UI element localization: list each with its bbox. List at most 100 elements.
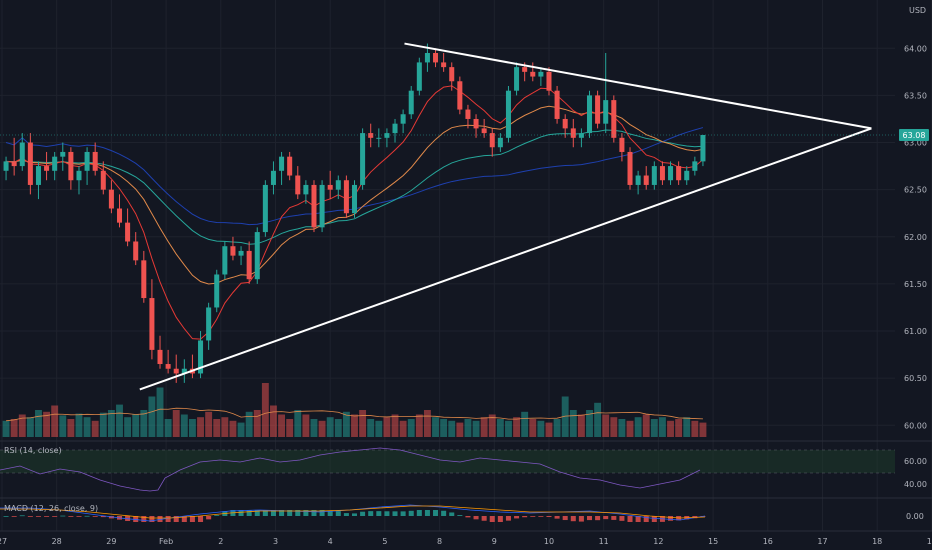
candle[interactable] — [52, 151, 58, 181]
candle[interactable] — [562, 114, 568, 138]
candle[interactable] — [643, 166, 649, 190]
candle[interactable] — [335, 175, 341, 200]
candle[interactable] — [246, 241, 252, 284]
candle[interactable] — [376, 128, 382, 148]
candle[interactable] — [676, 161, 682, 185]
trendline-upper[interactable] — [404, 42, 872, 130]
candle[interactable] — [392, 118, 398, 143]
candle[interactable] — [684, 166, 690, 185]
volume-bar — [351, 414, 358, 437]
candle[interactable] — [489, 128, 495, 157]
candle[interactable] — [214, 269, 220, 313]
candle[interactable] — [303, 180, 309, 204]
volume-bar — [699, 422, 707, 437]
candle[interactable] — [149, 279, 155, 360]
candle[interactable] — [595, 90, 601, 129]
candle[interactable] — [360, 128, 366, 190]
candle[interactable] — [125, 208, 131, 247]
candle[interactable] — [514, 62, 520, 96]
candle[interactable] — [165, 349, 171, 374]
candle[interactable] — [400, 109, 406, 134]
candle[interactable] — [319, 180, 325, 233]
candle[interactable] — [538, 67, 544, 86]
candle[interactable] — [473, 114, 479, 138]
candle[interactable] — [222, 241, 228, 280]
candle[interactable] — [68, 147, 74, 190]
macd-bar — [424, 510, 430, 516]
candle[interactable] — [157, 335, 163, 369]
candle[interactable] — [449, 62, 455, 91]
candle[interactable] — [668, 161, 674, 185]
candle[interactable] — [100, 161, 106, 195]
candle[interactable] — [287, 151, 293, 181]
candle[interactable] — [92, 142, 98, 176]
candle[interactable] — [279, 151, 285, 185]
candle[interactable] — [116, 194, 123, 228]
candle[interactable] — [505, 85, 511, 143]
candle[interactable] — [651, 161, 657, 190]
volume-bar — [334, 419, 342, 437]
rsi-label: RSI (14, close) — [4, 446, 62, 455]
candle[interactable] — [692, 156, 698, 176]
time-tick-label: 17 — [817, 537, 827, 546]
candle[interactable] — [84, 147, 90, 185]
candle[interactable] — [530, 62, 536, 82]
candle[interactable] — [173, 354, 179, 383]
candle[interactable] — [44, 151, 50, 181]
candlesticks[interactable] — [3, 43, 706, 383]
candle[interactable] — [327, 170, 333, 200]
candle[interactable] — [295, 166, 301, 200]
candle[interactable] — [497, 133, 503, 152]
candle[interactable] — [230, 236, 236, 261]
candle[interactable] — [3, 156, 9, 181]
time-axis[interactable]: 27 28 29 Feb 2 3 4 5 8 9 10 11 12 15 16 17 18 19 — [0, 537, 932, 546]
candle[interactable] — [627, 147, 633, 190]
candle[interactable] — [603, 52, 609, 134]
candle[interactable] — [578, 128, 584, 148]
candle[interactable] — [408, 85, 414, 119]
candle[interactable] — [619, 133, 625, 162]
volume-bar — [18, 414, 26, 437]
candle[interactable] — [11, 137, 17, 176]
candle[interactable] — [635, 170, 641, 195]
trendline-lower[interactable] — [139, 127, 872, 391]
candle[interactable] — [238, 246, 244, 266]
candle[interactable] — [546, 67, 552, 96]
candle[interactable] — [181, 359, 187, 383]
candle[interactable] — [206, 302, 212, 350]
candle[interactable] — [311, 180, 317, 233]
candle[interactable] — [465, 104, 471, 129]
candle[interactable] — [270, 161, 276, 195]
candle[interactable] — [27, 133, 33, 195]
candle[interactable] — [198, 331, 204, 379]
candle[interactable] — [611, 95, 617, 143]
candle[interactable] — [108, 180, 114, 214]
candle[interactable] — [343, 175, 349, 218]
candle[interactable] — [368, 123, 374, 148]
triangle-trendlines[interactable] — [139, 42, 872, 391]
price-axis[interactable]: 64.00 63.50 63.00 62.50 62.00 61.50 61.00 60.50… — [904, 44, 927, 430]
candle[interactable] — [481, 118, 487, 138]
candle[interactable] — [457, 76, 463, 115]
candle[interactable] — [19, 133, 25, 171]
candle[interactable] — [60, 142, 66, 171]
candle-body — [246, 250, 252, 280]
candle[interactable] — [659, 161, 665, 185]
candle[interactable] — [141, 250, 147, 303]
candle[interactable] — [76, 166, 82, 195]
candle[interactable] — [441, 52, 447, 72]
candle[interactable] — [416, 57, 422, 96]
candle[interactable] — [262, 180, 268, 237]
candle[interactable] — [133, 232, 139, 266]
candle[interactable] — [700, 134, 706, 167]
candle[interactable] — [554, 85, 560, 124]
candle[interactable] — [586, 90, 593, 138]
candle-body — [538, 71, 544, 77]
candle[interactable] — [433, 48, 439, 68]
candle[interactable] — [384, 128, 390, 148]
candle[interactable] — [254, 227, 260, 284]
candle[interactable] — [351, 180, 358, 218]
candle[interactable] — [570, 118, 576, 148]
candle[interactable] — [35, 161, 41, 200]
